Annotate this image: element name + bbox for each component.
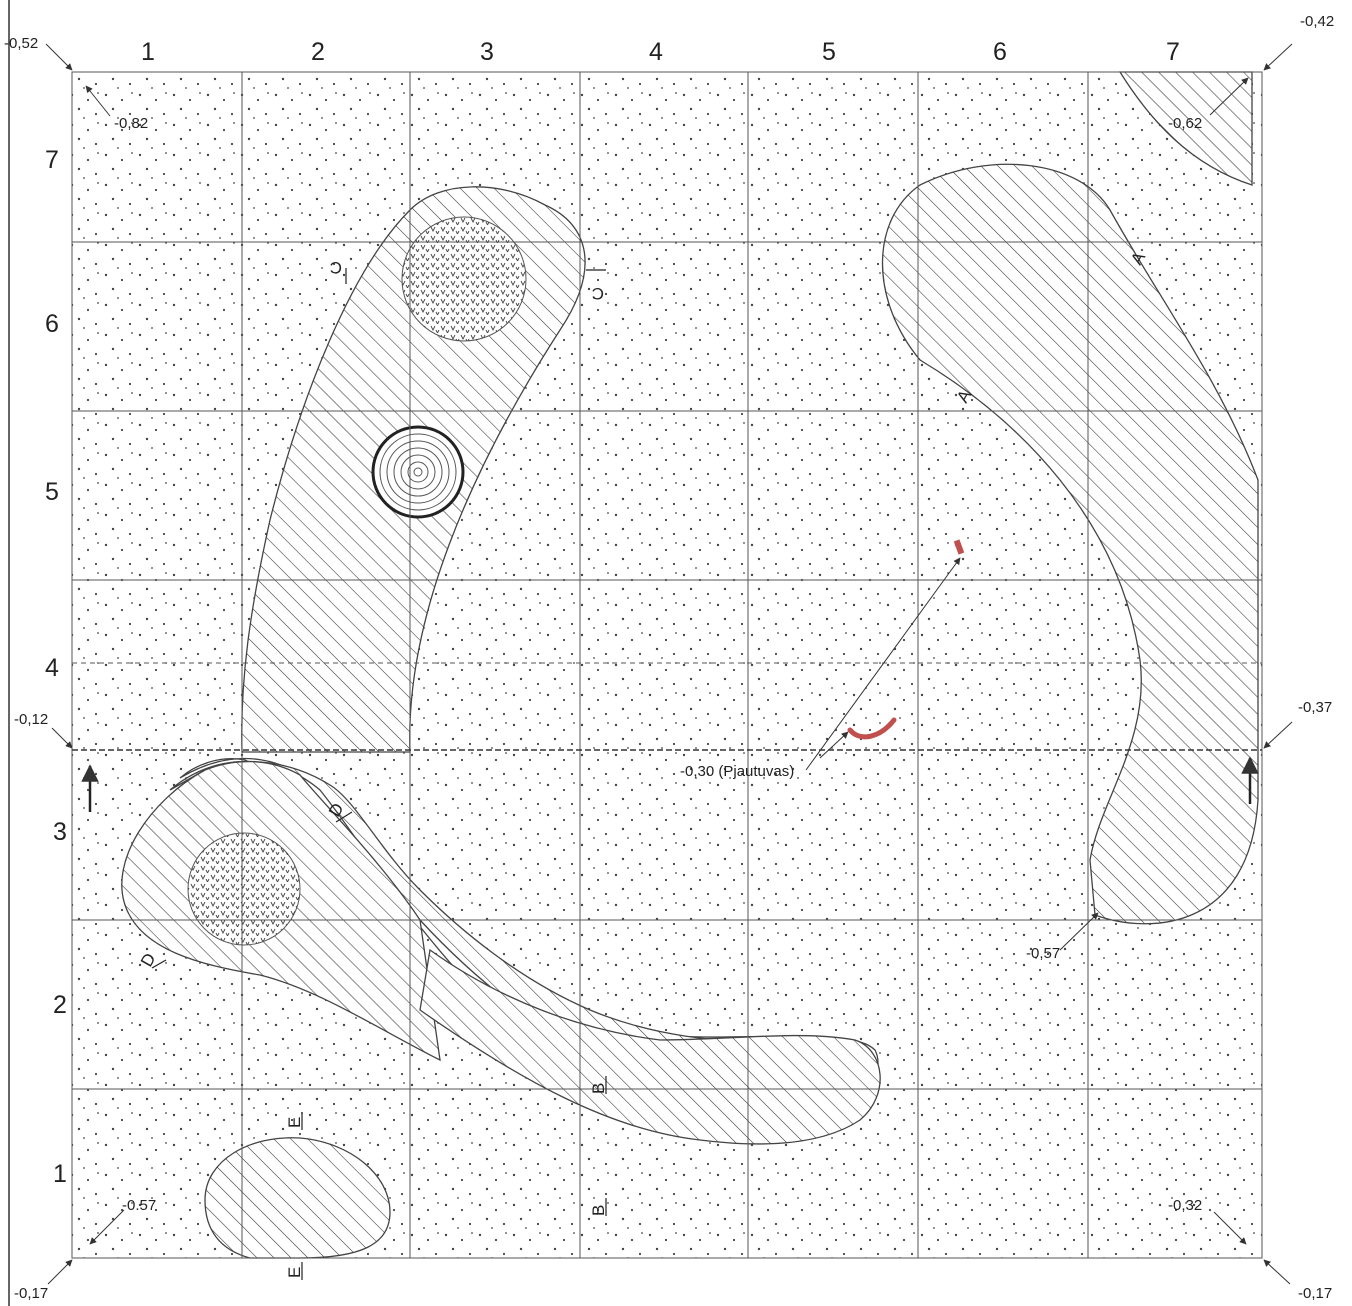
feature-b-tail-hatch <box>420 950 881 1144</box>
row-label: 3 <box>53 818 67 846</box>
level-top-right: -0,42 <box>1300 13 1334 30</box>
column-label: 3 <box>480 38 494 66</box>
row-label: 6 <box>45 310 59 338</box>
level-top-left: -0,52 <box>4 35 38 52</box>
row-label: 1 <box>53 1160 67 1188</box>
level-sw: -0.57 <box>122 1197 156 1214</box>
column-label: 1 <box>141 38 155 66</box>
column-label: 4 <box>649 38 663 66</box>
row-labels: 7 6 5 4 3 2 1 <box>45 146 67 1188</box>
find-annotation: -0,30 (Pjautuvas) <box>680 763 794 780</box>
level-nw: -0,82 <box>114 115 148 132</box>
level-bottom-right: -0,17 <box>1298 1285 1332 1302</box>
level-ne: -0,62 <box>1168 115 1202 132</box>
feature-ne-corner-hatch <box>1120 72 1252 185</box>
section-mark-c-left: C <box>330 258 342 277</box>
section-mark-b-upper: B <box>589 1083 608 1094</box>
section-mark-c-right: C <box>592 284 604 303</box>
column-labels: 1 2 3 4 5 6 7 <box>141 38 1180 66</box>
level-bottom-left: -0,17 <box>14 1285 48 1302</box>
column-label: 2 <box>311 38 325 66</box>
level-east-pit: -0,57 <box>1026 945 1060 962</box>
section-mark-e-upper: E <box>285 1117 304 1128</box>
level-se: -0,32 <box>1168 1197 1202 1214</box>
level-right-mid: -0,37 <box>1298 699 1332 716</box>
feature-a-ditch-hatch <box>882 164 1258 924</box>
row-label: 2 <box>53 991 67 1019</box>
level-left-mid: -0,12 <box>14 711 48 728</box>
row-label: 4 <box>45 654 59 682</box>
post-hole <box>371 425 465 519</box>
charcoal-patch-north-fill <box>402 217 526 341</box>
column-label: 6 <box>993 38 1007 66</box>
level-markers <box>45 43 1293 1285</box>
feature-layer <box>121 71 1259 1259</box>
row-label: 5 <box>45 478 59 506</box>
section-mark-b-lower: B <box>589 1205 608 1216</box>
feature-e-pit-hatch <box>205 1137 390 1258</box>
find-marker <box>805 539 965 771</box>
charcoal-patch-south-fill <box>188 833 300 945</box>
column-label: 7 <box>1166 38 1180 66</box>
column-label: 5 <box>822 38 836 66</box>
section-mark-e-lower: E <box>285 1267 304 1278</box>
row-label: 7 <box>45 146 59 174</box>
grid <box>71 71 1263 1259</box>
